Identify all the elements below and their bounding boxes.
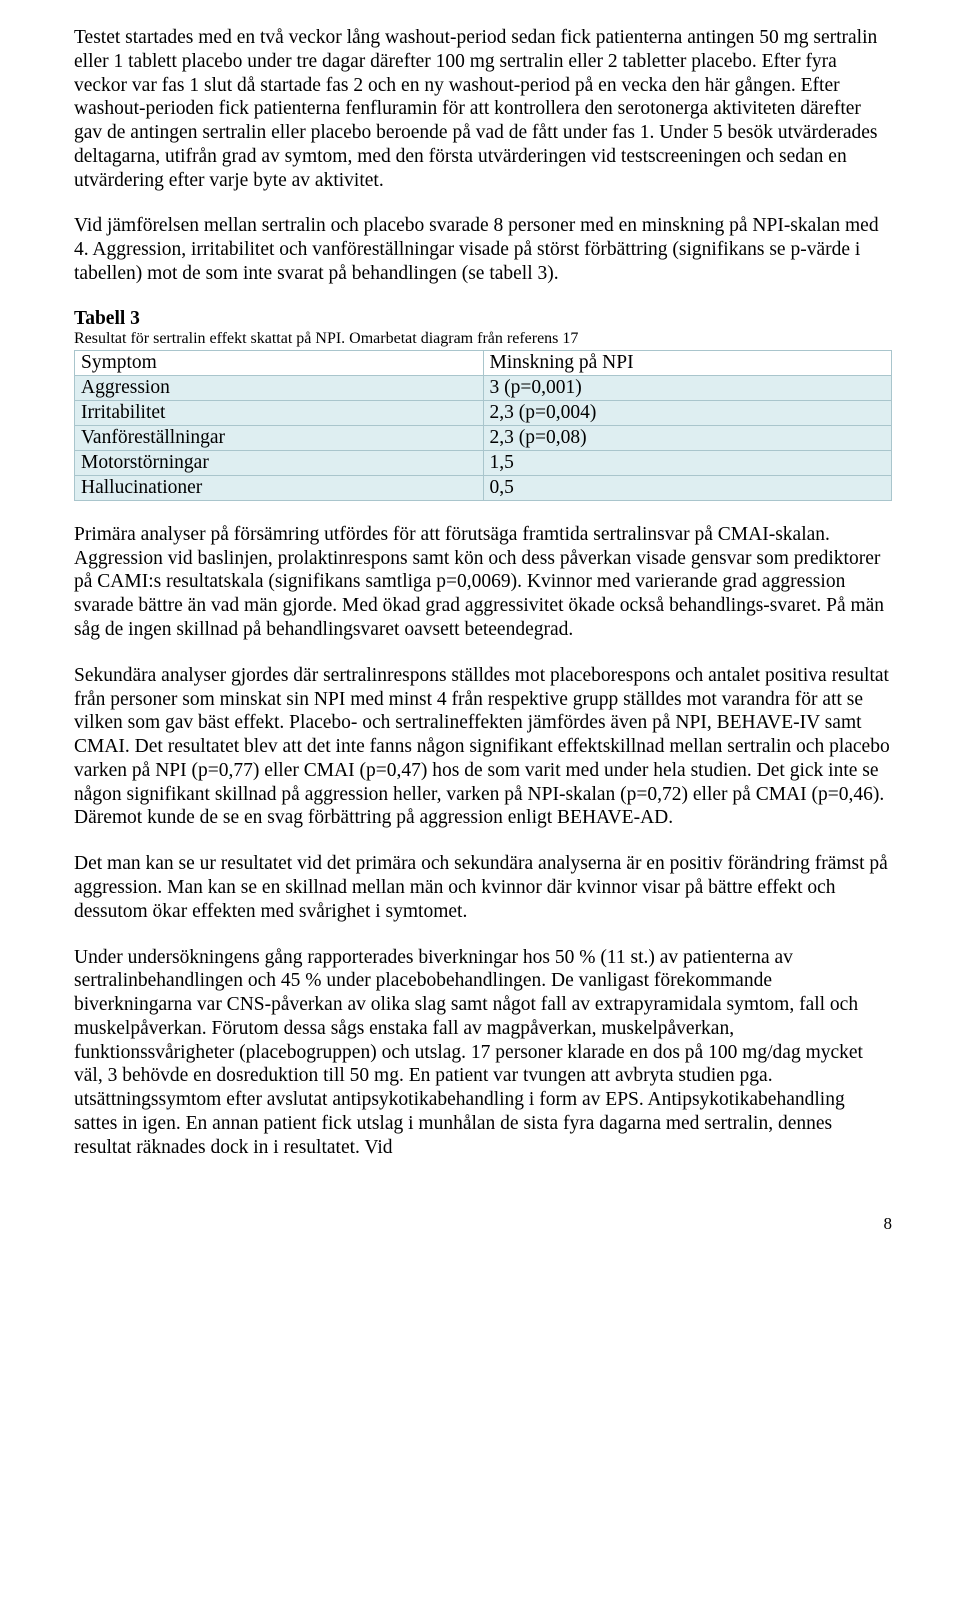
table-cell: Aggression xyxy=(75,375,484,400)
table-title: Tabell 3 xyxy=(74,308,892,330)
page-number: 8 xyxy=(74,1214,892,1234)
table-header-cell: Symptom xyxy=(75,350,484,375)
table-row: Irritabilitet 2,3 (p=0,004) xyxy=(75,400,892,425)
table-cell: Irritabilitet xyxy=(75,400,484,425)
body-paragraph: Under undersökningens gång rapporterades… xyxy=(74,946,892,1160)
table-header-cell: Minskning på NPI xyxy=(483,350,892,375)
table-block: Tabell 3 Resultat för sertralin effekt s… xyxy=(74,308,892,501)
body-paragraph: Testet startades med en två veckor lång … xyxy=(74,26,892,192)
table-subtitle: Resultat för sertralin effekt skattat på… xyxy=(74,330,892,348)
body-paragraph: Det man kan se ur resultatet vid det pri… xyxy=(74,852,892,923)
table-cell: 0,5 xyxy=(483,475,892,500)
table-row: Vanföreställningar 2,3 (p=0,08) xyxy=(75,425,892,450)
body-paragraph: Primära analyser på försämring utfördes … xyxy=(74,523,892,642)
table-cell: Hallucinationer xyxy=(75,475,484,500)
table-cell: 1,5 xyxy=(483,450,892,475)
table-row: Aggression 3 (p=0,001) xyxy=(75,375,892,400)
table-cell: Motorstörningar xyxy=(75,450,484,475)
table-cell: 2,3 (p=0,004) xyxy=(483,400,892,425)
table-cell: Vanföreställningar xyxy=(75,425,484,450)
table-row: Hallucinationer 0,5 xyxy=(75,475,892,500)
results-table: Symptom Minskning på NPI Aggression 3 (p… xyxy=(74,350,892,501)
table-header-row: Symptom Minskning på NPI xyxy=(75,350,892,375)
table-cell: 2,3 (p=0,08) xyxy=(483,425,892,450)
table-cell: 3 (p=0,001) xyxy=(483,375,892,400)
document-page: Testet startades med en två veckor lång … xyxy=(0,0,960,1274)
body-paragraph: Vid jämförelsen mellan sertralin och pla… xyxy=(74,214,892,285)
body-paragraph: Sekundära analyser gjordes där sertralin… xyxy=(74,664,892,830)
table-row: Motorstörningar 1,5 xyxy=(75,450,892,475)
